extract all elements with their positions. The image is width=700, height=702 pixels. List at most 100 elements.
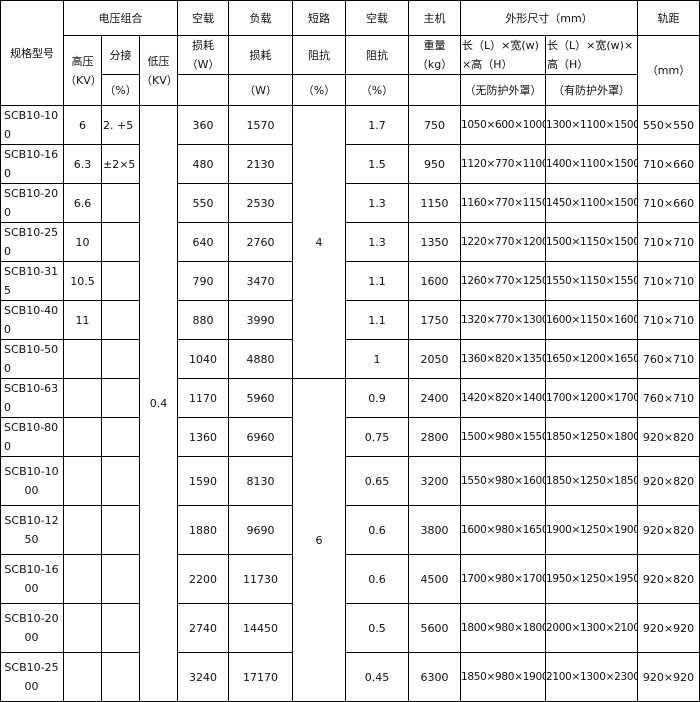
header-noload-loss-unit: （W） — [186, 58, 220, 71]
cell-noload-current: 0.9 — [345, 378, 410, 418]
cell-noload-loss: 880 — [177, 300, 230, 340]
header-nl-current-top: 空载 — [345, 0, 410, 36]
table-row: SCB10-630 1170 5960 6 0.9 2400 1420×820×1400 17… — [0, 378, 700, 702]
cell-dims-no-cover: 1800×980×1800 — [460, 603, 547, 653]
header-nl-current-unit: （%） — [345, 74, 410, 106]
cell-load-loss: 14450 — [228, 603, 294, 653]
cell-high-voltage — [63, 417, 102, 457]
table-row: SCB10-500 1040 4880 1 2050 1360×820×1350 1650×… — [0, 339, 700, 379]
header-weight: 重量 （kg） — [408, 35, 462, 75]
cell-gauge: 710×710 — [637, 222, 700, 262]
cell-gauge: 920×820 — [637, 417, 700, 457]
cell-noload-loss: 480 — [177, 144, 230, 184]
cell-gauge: 760×710 — [637, 339, 700, 379]
table-row: SCB10-1000 1590 8130 0.65 3200 1550×980×1600 1… — [0, 456, 700, 506]
cell-gauge: 710×710 — [637, 261, 700, 301]
cell-noload-loss: 1590 — [177, 456, 230, 506]
cell-tap: ±2×5 — [101, 144, 140, 184]
cell-tap: 2. +5 — [101, 105, 140, 145]
cell-tap — [101, 603, 140, 653]
cell-noload-loss: 2740 — [177, 603, 230, 653]
cell-load-loss: 3990 — [228, 300, 294, 340]
header-load-loss: 损耗 — [228, 35, 294, 75]
cell-dims-no-cover: 1220×770×1200 — [460, 222, 547, 262]
header-lv-label: 低压 — [147, 54, 170, 68]
cell-tap — [101, 378, 140, 418]
cell-model: SCB10-1250 — [0, 505, 64, 555]
cell-high-voltage: 11 — [63, 300, 102, 340]
cell-model: SCB10-400 — [0, 300, 64, 340]
cell-dims-no-cover: 1320×770×1300 — [460, 300, 547, 340]
cell-high-voltage — [63, 456, 102, 506]
cell-noload-current: 0.6 — [345, 554, 410, 604]
cell-load-loss: 2130 — [228, 144, 294, 184]
cell-dims-cover: 1450×1100×1500 — [545, 183, 639, 223]
cell-dims-no-cover: 1420×820×1400 — [460, 378, 547, 418]
table-row: SCB10-400 11 880 3990 1.1 1750 1320×770×1300 16… — [0, 300, 700, 340]
cell-tap — [101, 652, 140, 702]
cell-dims-cover: 1500×1150×1500 — [545, 222, 639, 262]
header-gauge-unit: （mm） — [637, 35, 700, 106]
cell-model: SCB10-100 — [0, 105, 64, 145]
cell-model: SCB10-250 — [0, 222, 64, 262]
header-weight-unit: （kg） — [416, 58, 453, 71]
cell-high-voltage — [63, 505, 102, 555]
cell-tap — [101, 183, 140, 223]
cell-noload-current: 1.3 — [345, 183, 410, 223]
header-dims-cover-l1: 长（L）×宽(w)× — [547, 39, 634, 52]
header-dims-cover-l2: 高（H） — [547, 58, 589, 71]
cell-high-voltage — [63, 603, 102, 653]
cell-noload-current: 0.75 — [345, 417, 410, 457]
header-gauge-top: 轨距 — [637, 0, 700, 36]
cell-noload-current: 0.6 — [345, 505, 410, 555]
cell-dims-cover: 1850×1250×1850 — [545, 456, 639, 506]
table-row: SCB10-800 1360 6960 0.75 2800 1500×980×1550 18… — [0, 417, 700, 457]
cell-noload-loss: 1040 — [177, 339, 230, 379]
cell-dims-cover: 1950×1250×1950 — [545, 554, 639, 604]
cell-dims-cover: 1400×1100×1500 — [545, 144, 639, 184]
cell-noload-loss: 360 — [177, 105, 230, 145]
cell-noload-loss: 3240 — [177, 652, 230, 702]
cell-weight: 1600 — [408, 261, 462, 301]
cell-weight: 1350 — [408, 222, 462, 262]
header-dims-no-cover: 长（L）×宽(w) ×高（H） — [460, 35, 547, 75]
cell-noload-current: 1.1 — [345, 300, 410, 340]
cell-dims-no-cover: 1550×980×1600 — [460, 456, 547, 506]
cell-model: SCB10-1000 — [0, 456, 64, 506]
header-dims-no-cover-l2: ×高（H） — [462, 58, 513, 71]
cell-weight: 2400 — [408, 378, 462, 418]
header-load-loss-top: 负载 — [228, 0, 294, 36]
cell-gauge: 920×920 — [637, 652, 700, 702]
cell-high-voltage: 6.6 — [63, 183, 102, 223]
cell-dims-cover: 1850×1250×1800 — [545, 417, 639, 457]
cell-noload-loss: 1360 — [177, 417, 230, 457]
cell-model: SCB10-500 — [0, 339, 64, 379]
cell-weight: 950 — [408, 144, 462, 184]
table-row: SCB10-250 10 640 2760 1.3 1350 1220×770×1200 15… — [0, 222, 700, 262]
header-noload-loss-top: 空载 — [177, 0, 230, 36]
header-weight-top: 主机 — [408, 0, 462, 36]
cell-short-circuit-impedance: 4 — [292, 105, 347, 379]
cell-noload-loss: 2200 — [177, 554, 230, 604]
cell-dims-cover: 2000×1300×2100 — [545, 603, 639, 653]
cell-tap — [101, 505, 140, 555]
cell-gauge: 760×710 — [637, 378, 700, 418]
header-hv-label: 高压 — [71, 54, 94, 68]
table-row: SCB10-1600 2200 11730 0.6 4500 1700×980×1700 1… — [0, 554, 700, 604]
cell-gauge: 920×820 — [637, 505, 700, 555]
cell-weight: 1750 — [408, 300, 462, 340]
cell-high-voltage: 6 — [63, 105, 102, 145]
header-weight-empty — [408, 74, 462, 106]
cell-noload-loss: 1880 — [177, 505, 230, 555]
cell-gauge: 920×920 — [637, 603, 700, 653]
header-sc-unit: （%） — [292, 74, 347, 106]
cell-noload-loss: 1170 — [177, 378, 230, 418]
cell-model: SCB10-2500 — [0, 652, 64, 702]
cell-high-voltage: 10.5 — [63, 261, 102, 301]
cell-high-voltage — [63, 339, 102, 379]
cell-load-loss: 11730 — [228, 554, 294, 604]
cell-dims-no-cover: 1600×980×1650 — [460, 505, 547, 555]
header-dims-cover-note: （有防护外罩） — [545, 74, 639, 106]
header-voltage-group: 电压组合 — [62, 0, 179, 36]
